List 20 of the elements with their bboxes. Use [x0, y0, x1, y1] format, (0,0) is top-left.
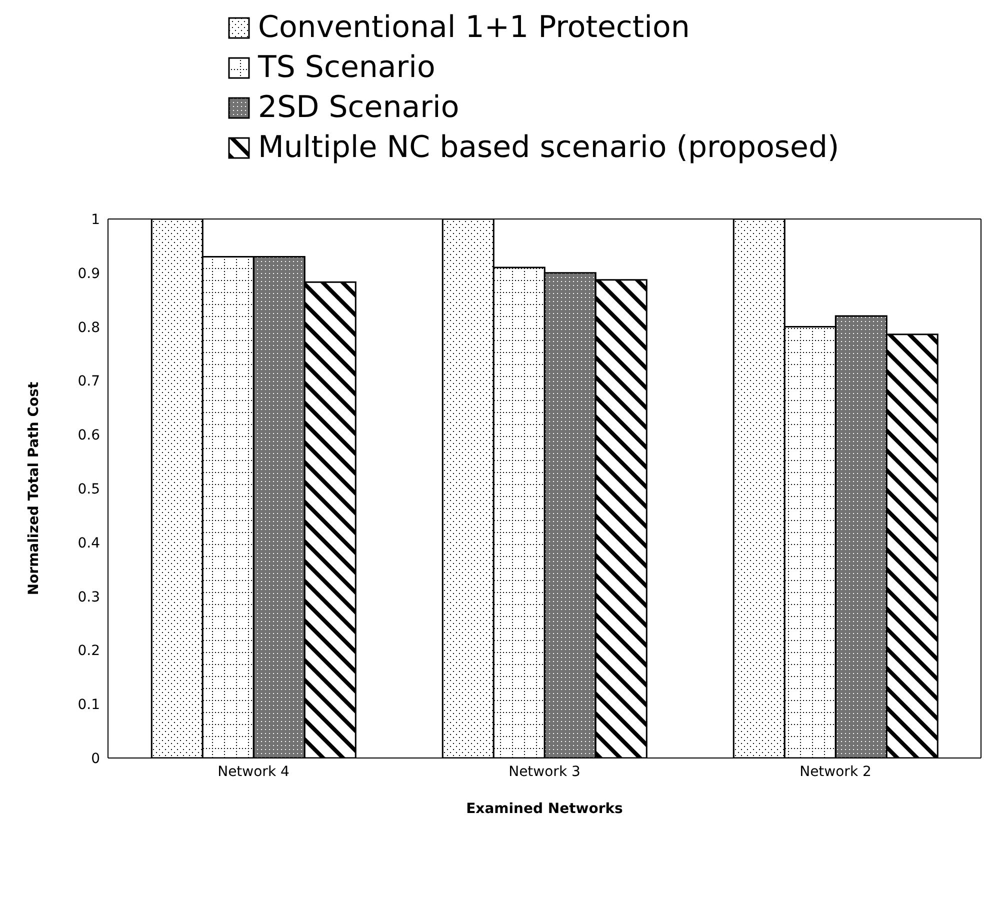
y-axis-title: Normalized Total Path Cost [26, 382, 42, 596]
y-tick-label: 0.7 [78, 374, 100, 390]
y-tick-label: 0.1 [78, 697, 100, 714]
legend-label: Conventional 1+1 Protection [258, 9, 690, 47]
legend-label: TS Scenario [258, 49, 436, 87]
y-tick-label: 0.3 [78, 589, 100, 606]
y-tick-label: 1 [91, 212, 100, 228]
x-tick-label: Network 4 [218, 764, 290, 780]
x-axis-title: Examined Networks [466, 801, 623, 817]
y-tick-label: 0.8 [78, 320, 100, 336]
legend-label: Multiple NC based scenario (proposed) [258, 129, 840, 167]
legend-label: 2SD Scenario [258, 89, 460, 127]
x-tick-label: Network 2 [800, 764, 872, 780]
y-tick-label: 0.5 [78, 481, 100, 498]
y-tick-label: 0.6 [78, 428, 100, 444]
y-tick-label: 0.4 [78, 535, 100, 552]
y-tick-label: 0.2 [78, 643, 100, 660]
y-tick-label: 0 [91, 750, 100, 767]
y-tick-label: 0.9 [78, 266, 100, 282]
x-tick-label: Network 3 [508, 764, 580, 780]
